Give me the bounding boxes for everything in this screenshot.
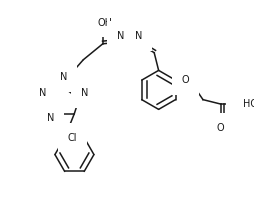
Text: OH: OH xyxy=(97,18,112,28)
Text: O: O xyxy=(216,123,224,133)
Text: N: N xyxy=(81,88,88,98)
Text: Cl: Cl xyxy=(67,133,77,143)
Text: O: O xyxy=(181,75,188,85)
Text: N: N xyxy=(39,88,46,98)
Text: N: N xyxy=(60,73,67,83)
Text: N: N xyxy=(134,31,141,41)
Text: N: N xyxy=(116,31,124,41)
Text: HO: HO xyxy=(242,99,254,109)
Text: N: N xyxy=(47,113,54,122)
